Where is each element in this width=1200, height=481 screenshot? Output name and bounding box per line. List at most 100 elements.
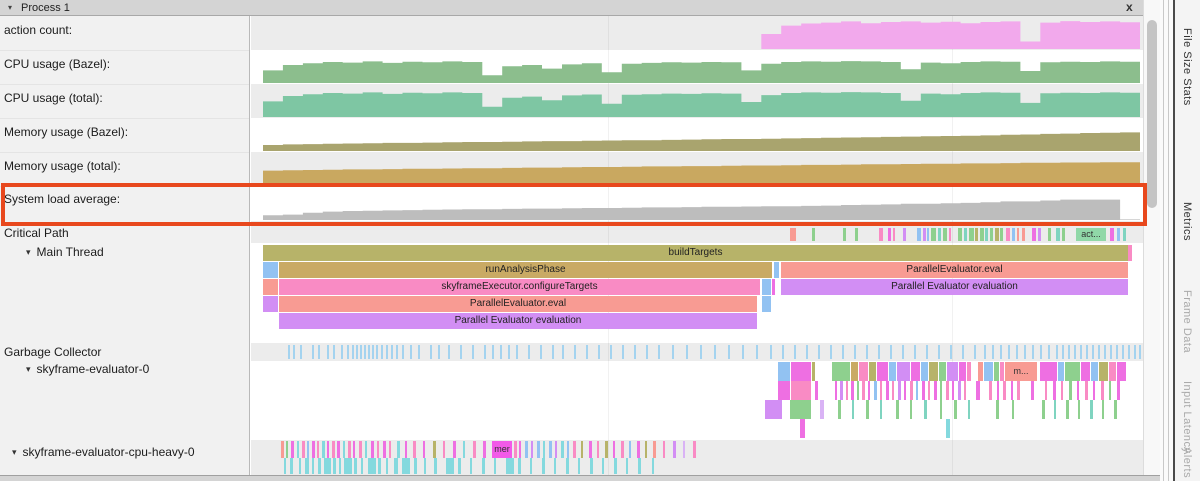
trace-slice[interactable]: [1042, 400, 1045, 419]
area-chart-cpu-total[interactable]: [251, 84, 1143, 118]
trace-slice[interactable]: [1012, 400, 1014, 419]
gc-tick[interactable]: [492, 345, 494, 359]
trace-slice[interactable]: [597, 441, 599, 458]
span-skyframeexecutor-configuretargets[interactable]: skyframeExecutor.configureTargets: [279, 279, 760, 295]
trace-slice[interactable]: [846, 381, 848, 400]
trace-slice[interactable]: [519, 441, 521, 458]
trace-slice[interactable]: [964, 228, 967, 241]
gc-tick[interactable]: [926, 345, 928, 359]
trace-slice[interactable]: [812, 362, 815, 381]
gc-tick[interactable]: [866, 345, 868, 359]
trace-slice[interactable]: [383, 441, 386, 458]
gc-tick[interactable]: [574, 345, 576, 359]
trace-slice[interactable]: [916, 381, 918, 400]
trace-slice[interactable]: [1012, 228, 1015, 241]
trace-slice[interactable]: [317, 441, 319, 458]
trace-slice[interactable]: [578, 458, 580, 474]
gc-tick[interactable]: [318, 345, 320, 359]
trace-slice[interactable]: [344, 458, 352, 474]
trace-slice[interactable]: [952, 381, 954, 400]
gc-tick[interactable]: [347, 345, 349, 359]
trace-slice[interactable]: [903, 228, 906, 241]
trace-slice[interactable]: [653, 441, 656, 458]
trace-slice[interactable]: [778, 381, 790, 400]
trace-slice[interactable]: [361, 458, 363, 474]
trace-slice[interactable]: [652, 458, 654, 474]
trace-slice[interactable]: [423, 441, 425, 458]
trace-slice[interactable]: [835, 381, 837, 400]
span-parallel-evaluator-evaluation[interactable]: Parallel Evaluator evaluation: [279, 313, 757, 329]
trace-slice[interactable]: [934, 381, 937, 400]
trace-slice[interactable]: [820, 400, 824, 419]
gc-tick[interactable]: [890, 345, 892, 359]
gc-tick[interactable]: [818, 345, 820, 359]
trace-slice[interactable]: [958, 228, 962, 241]
gc-tick[interactable]: [1024, 345, 1026, 359]
gc-tick[interactable]: [552, 345, 554, 359]
trace-slice[interactable]: [910, 381, 913, 400]
trace-slice[interactable]: [851, 381, 854, 400]
trace-slice[interactable]: [877, 362, 888, 381]
trace-slice[interactable]: [812, 228, 815, 241]
trace-slice[interactable]: [947, 362, 958, 381]
gc-tick[interactable]: [381, 345, 383, 359]
gc-tick[interactable]: [1032, 345, 1034, 359]
gc-tick[interactable]: [794, 345, 796, 359]
trace-slice[interactable]: [1078, 400, 1080, 419]
gc-tick[interactable]: [516, 345, 518, 359]
trace-slice[interactable]: [1061, 381, 1063, 400]
trace-slice[interactable]: [573, 441, 576, 458]
trace-slice[interactable]: [790, 400, 811, 419]
span-m[interactable]: m...: [1005, 362, 1037, 381]
gc-tick[interactable]: [598, 345, 600, 359]
trace-slice[interactable]: [443, 441, 445, 458]
trace-slice[interactable]: [1000, 362, 1004, 381]
gc-tick[interactable]: [914, 345, 916, 359]
chevron-down-icon[interactable]: ▾: [26, 364, 31, 374]
gc-tick[interactable]: [950, 345, 952, 359]
gc-tick[interactable]: [634, 345, 636, 359]
span-mer[interactable]: mer: [492, 441, 512, 458]
trace-slice[interactable]: [994, 362, 999, 381]
trace-slice[interactable]: [910, 400, 912, 419]
gc-tick[interactable]: [974, 345, 976, 359]
gc-tick[interactable]: [360, 345, 362, 359]
trace-slice[interactable]: [506, 458, 514, 474]
gc-tick[interactable]: [962, 345, 964, 359]
trace-slice[interactable]: [434, 458, 437, 474]
trace-slice[interactable]: [843, 228, 846, 241]
gc-tick[interactable]: [902, 345, 904, 359]
trace-slice[interactable]: [589, 441, 592, 458]
gc-tick[interactable]: [1134, 345, 1136, 359]
trace-slice[interactable]: [923, 228, 926, 241]
trace-slice[interactable]: [446, 458, 454, 474]
gc-tick[interactable]: [728, 345, 730, 359]
chevron-down-icon[interactable]: ▾: [26, 247, 31, 257]
gc-tick[interactable]: [500, 345, 502, 359]
trace-slice[interactable]: [1117, 381, 1120, 400]
trace-slice[interactable]: [940, 400, 942, 419]
trace-slice[interactable]: [897, 362, 910, 381]
span-runanalysisphase[interactable]: runAnalysisPhase: [279, 262, 772, 278]
trace-slice[interactable]: [614, 458, 617, 474]
trace-span[interactable]: [263, 279, 278, 295]
gc-tick[interactable]: [714, 345, 716, 359]
trace-slice[interactable]: [976, 381, 980, 400]
trace-slice[interactable]: [312, 441, 315, 458]
gc-tick[interactable]: [646, 345, 648, 359]
trace-slice[interactable]: [537, 441, 540, 458]
trace-slice[interactable]: [888, 228, 891, 241]
gc-tick[interactable]: [756, 345, 758, 359]
trace-slice[interactable]: [637, 441, 640, 458]
gc-tick[interactable]: [528, 345, 530, 359]
sidebar-tab-metrics[interactable]: Metrics: [1181, 202, 1193, 241]
trace-slice[interactable]: [286, 441, 288, 458]
sidebar-tab-file-size-stats[interactable]: File Size Stats: [1181, 28, 1193, 106]
track-label-skyframe-evaluator-cpu-heavy-0[interactable]: ▾ skyframe-evaluator-cpu-heavy-0: [12, 445, 195, 459]
trace-slice[interactable]: [1031, 381, 1034, 400]
trace-slice[interactable]: [333, 458, 336, 474]
gc-tick[interactable]: [1068, 345, 1070, 359]
gc-tick[interactable]: [1000, 345, 1002, 359]
sidebar-tab-frame-data[interactable]: Frame Data: [1181, 290, 1193, 354]
trace-slice[interactable]: [931, 228, 936, 241]
